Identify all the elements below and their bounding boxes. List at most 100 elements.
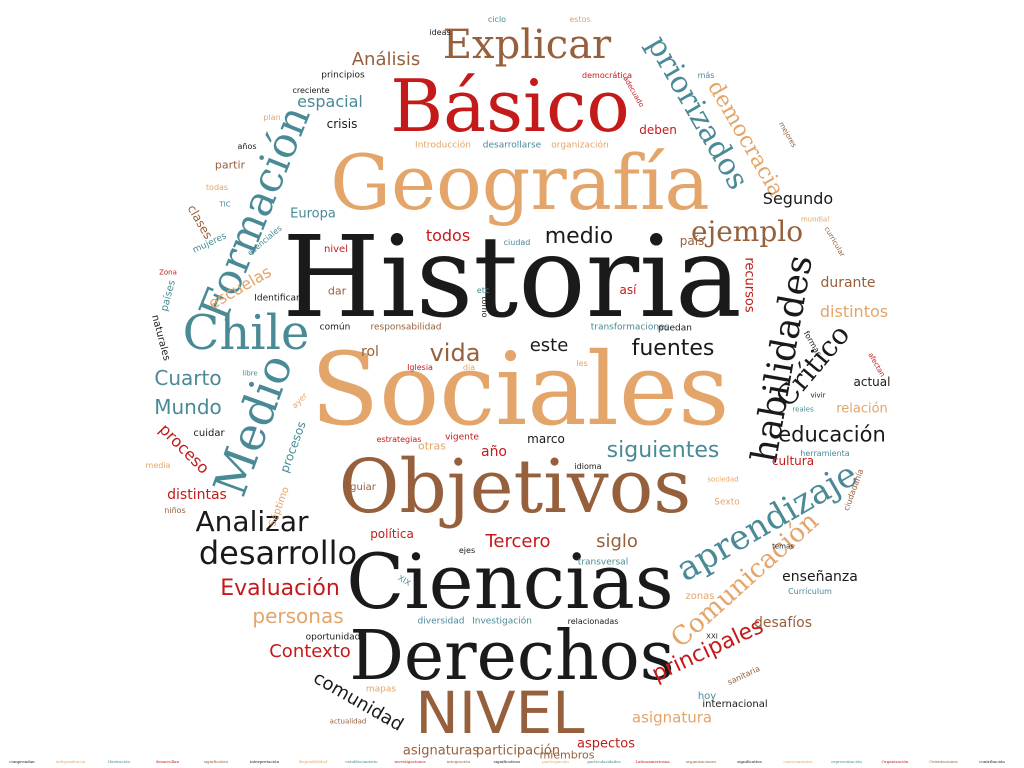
word-nivel-upper: NIVEL	[415, 679, 585, 747]
bottom-word: significativos	[493, 759, 521, 764]
word-europa: Europa	[290, 206, 336, 222]
bottom-word: significativo	[203, 759, 229, 764]
word-vida: vida	[429, 339, 481, 367]
word-zona: Zona	[159, 268, 177, 277]
word-actualidad: actualidad	[329, 717, 367, 726]
word-otras: otras	[417, 439, 447, 453]
bottom-word: establecimiento	[345, 759, 378, 764]
word-dar: dar	[327, 284, 347, 298]
word-sociales: Sociales	[310, 331, 730, 448]
word-creciente: creciente	[292, 86, 330, 95]
word-relacionadas: relacionadas	[567, 617, 619, 626]
word-hoy: hoy	[697, 691, 717, 702]
word-desarrollo: desarrollo	[198, 534, 358, 572]
word-curricular: curricular	[822, 225, 847, 259]
bottom-word: interpretación	[249, 759, 280, 764]
word-ejemplo: ejemplo	[690, 215, 804, 248]
bottom-word-row: comprendan independencia Ilustración desarr…	[0, 756, 1024, 766]
word-pais: país	[679, 234, 705, 248]
word-explicar: Explicar	[442, 22, 612, 68]
word-participacion: participación	[475, 743, 561, 759]
word-objetivos: Objetivos	[338, 444, 692, 530]
word-ayer: ayer	[290, 391, 310, 411]
bottom-word: organizaciones	[685, 759, 717, 764]
word-actual: actual	[853, 375, 891, 389]
bottom-word: Orientaciones	[929, 759, 958, 764]
word-crisis: crisis	[326, 117, 358, 131]
word-historia: Historia	[282, 213, 742, 343]
word-vigente: vigente	[445, 432, 479, 443]
word-rol: rol	[361, 344, 379, 360]
bottom-word: contribución	[979, 759, 1005, 764]
word-basico: Básico	[390, 64, 630, 148]
word-chile: Chile	[182, 305, 310, 361]
word-medio-small: medio	[544, 224, 614, 249]
bottom-word: particularidades	[587, 759, 621, 764]
word-transversal: transversal	[577, 557, 629, 568]
word-internacional: internacional	[702, 699, 768, 710]
word-durante: durante	[820, 275, 876, 291]
word-distintas: distintas	[167, 487, 227, 503]
word-asignatura: asignatura	[631, 708, 713, 727]
word-idioma: idioma	[574, 462, 602, 471]
word-puedan: puedan	[658, 323, 692, 334]
bottom-word: conocimientos	[783, 759, 813, 764]
word-organizacion: organización	[551, 140, 609, 151]
word-sanitaria: sanitaria	[726, 664, 762, 687]
word-guiar: guiar	[350, 482, 376, 493]
word-aspectos: aspectos	[577, 736, 635, 752]
word-anos: años	[237, 142, 257, 151]
word-siguientes: siguientes	[606, 438, 720, 463]
word-partir: partir	[214, 158, 246, 172]
word-media: media	[145, 461, 171, 470]
word-desafios: desafíos	[753, 615, 813, 631]
word-este: este	[529, 335, 569, 356]
word-cultura: cultura	[771, 454, 815, 468]
word-clases: clases	[184, 202, 216, 242]
word-herramienta: herramienta	[800, 449, 850, 458]
word-analisis: Análisis	[351, 49, 421, 70]
word-mundo: Mundo	[154, 395, 222, 419]
word-mundial: mundial	[800, 215, 830, 224]
bottom-word: independencia	[55, 759, 86, 764]
word-ano: año	[480, 444, 508, 460]
bottom-word: investigaciones	[394, 759, 426, 764]
word-ejes: ejes	[458, 546, 476, 555]
word-geografia: Geografía	[330, 138, 710, 227]
word-reales: reales	[792, 405, 814, 414]
word-fuentes: fuentes	[631, 336, 715, 361]
word-oportunidad: oportunidad	[305, 632, 361, 643]
word-investigacion: Investigación	[472, 616, 532, 627]
word-personas: personas	[252, 604, 344, 628]
word-segundo: Segundo	[762, 189, 834, 208]
word-plan: plan	[263, 113, 281, 122]
word-ideas: ideas	[429, 28, 451, 37]
bottom-word: Latinoamericana	[635, 759, 670, 764]
word-miembros: miembros	[539, 748, 595, 762]
word-evaluacion: Evaluación	[220, 576, 340, 601]
word-terms: temas	[772, 542, 794, 551]
word-distintos: distintos	[819, 302, 889, 321]
word-cuidar: cuidar	[193, 428, 225, 439]
word-identificar: Identificar	[254, 293, 300, 304]
word-zonas: zonas	[685, 591, 715, 602]
bottom-word: representación	[831, 759, 862, 764]
word-marco: marco	[527, 432, 565, 446]
word-paises: países	[159, 279, 178, 313]
word-libre: libre	[242, 369, 258, 378]
word-democratica: democrática	[582, 71, 632, 80]
word-estrategias: estrategias	[376, 435, 422, 444]
bottom-word: Ilustración	[108, 759, 130, 764]
bottom-word: significativa	[737, 759, 762, 764]
word-ninos: niños	[164, 506, 186, 515]
word-principios: principios	[321, 70, 365, 81]
word-comun: común	[319, 322, 351, 333]
word-siglo: siglo	[596, 531, 638, 552]
word-les: les	[576, 359, 588, 368]
word-asi: así	[619, 283, 637, 297]
word-recursos: recursos	[741, 257, 757, 313]
word-torno: torno	[480, 296, 489, 318]
bottom-word: disponibilidad	[298, 759, 328, 764]
word-politica: política	[370, 527, 414, 541]
